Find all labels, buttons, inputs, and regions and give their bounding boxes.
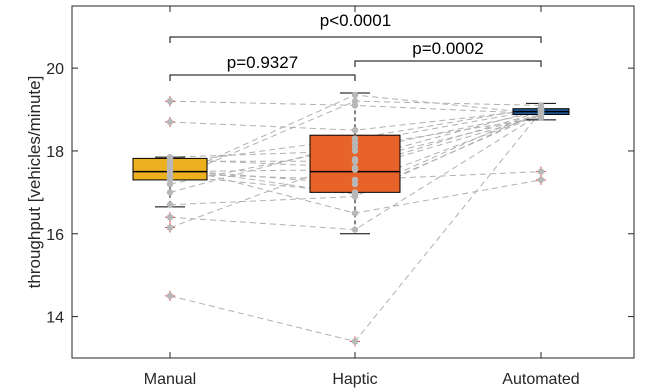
bracket-line-0 [169, 74, 356, 81]
manual-point-0 [166, 98, 174, 105]
manual-point-12 [166, 189, 174, 196]
automated-point-8 [537, 168, 545, 175]
haptic-point-16 [351, 338, 359, 345]
manual-point-1 [166, 118, 174, 126]
y-tick-label-20: 20 [46, 61, 64, 78]
haptic-point-18 [351, 209, 359, 217]
paired-line-11 [169, 117, 542, 185]
x-tick-label-manual: Manual [144, 371, 196, 388]
bracket-manual-automated: p<0.0001 [169, 11, 542, 43]
bracket-line-2 [169, 36, 542, 43]
haptic-point-17 [351, 91, 359, 99]
x-tick-label-automated: Automated [502, 371, 579, 388]
p-value-label-0: p=0.9327 [227, 53, 298, 72]
haptic-point-14 [351, 226, 359, 233]
manual-point-17 [166, 174, 174, 182]
haptic-point-13 [351, 193, 359, 200]
haptic-point-1 [351, 127, 359, 134]
manual-point-19 [166, 158, 174, 165]
y-tick-label-18: 18 [46, 144, 64, 161]
haptic-point-12 [351, 139, 359, 146]
haptic-point-7 [351, 166, 359, 173]
manual-point-13 [166, 201, 174, 208]
significance-brackets: p=0.9327 p=0.0002 p<0.0001 [169, 11, 542, 81]
x-tick-label-haptic: Haptic [332, 371, 377, 388]
haptic-point-10 [351, 98, 359, 105]
haptic-point-19 [351, 158, 359, 165]
plot-frame [71, 5, 635, 359]
y-axis-title: throughput [vehicles/minute] [25, 76, 44, 289]
y-tick-label-16: 16 [46, 227, 64, 244]
automated-point-19 [537, 112, 545, 119]
paired-line-5 [169, 113, 542, 195]
bracket-haptic-automated: p=0.0002 [354, 39, 542, 67]
boxes-layer [132, 92, 570, 347]
bracket-manual-haptic: p=0.9327 [169, 53, 356, 81]
y-tick-label-14: 14 [46, 310, 64, 327]
points-layer [166, 91, 545, 345]
haptic-point-8 [351, 176, 359, 184]
manual-point-16 [166, 292, 174, 300]
paired-line-4 [169, 107, 542, 164]
bracket-line-1 [354, 60, 542, 67]
axes-layer: 14 16 18 20 Manual Haptic Automated [46, 5, 635, 388]
automated-point-18 [537, 176, 545, 184]
p-value-label-1: p=0.0002 [412, 39, 483, 58]
paired-line-15 [169, 109, 542, 229]
p-value-label-2: p<0.0001 [320, 11, 391, 30]
manual-point-14 [166, 214, 174, 221]
manual-point-11 [166, 180, 174, 188]
manual-point-15 [166, 224, 174, 231]
